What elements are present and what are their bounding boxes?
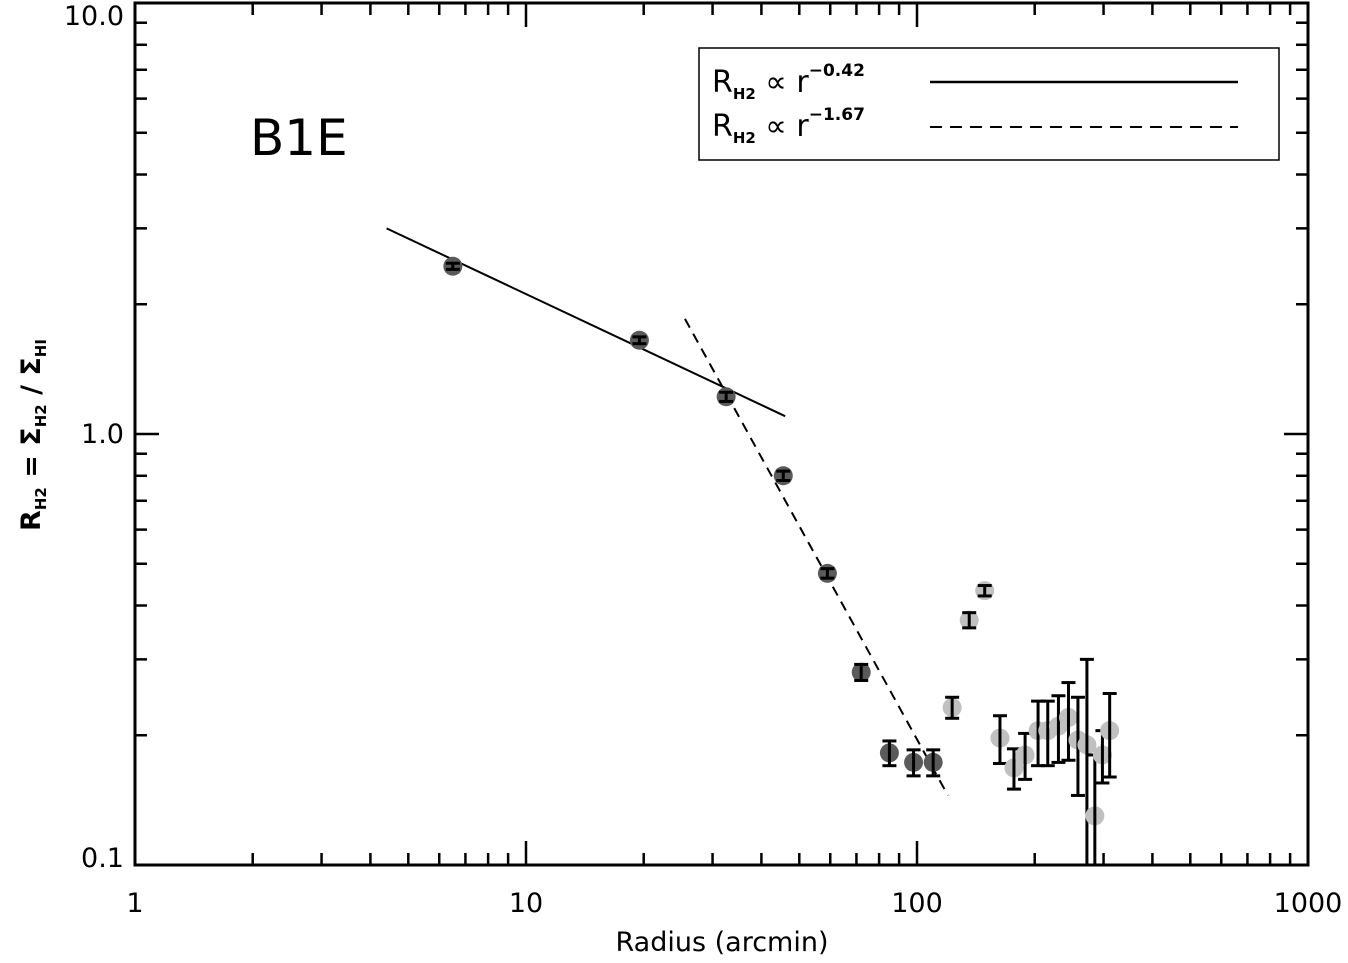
data-point xyxy=(879,739,899,768)
data-point xyxy=(773,466,793,486)
data-point xyxy=(942,695,962,720)
legend-entry-dashed: RH2 ∝ r−1.67 xyxy=(712,105,865,147)
data-point xyxy=(990,714,1010,765)
plot-frame xyxy=(133,1,1310,867)
x-tick-labels: 1 10 100 1000 xyxy=(126,888,1342,919)
data-point xyxy=(904,748,924,778)
legend: RH2 ∝ r−0.42 RH2 ∝ r−1.67 xyxy=(698,47,1280,161)
y-axis-title-eq: = Σ xyxy=(16,427,47,487)
data-point xyxy=(1015,731,1035,781)
y-tick-label: 10.0 xyxy=(64,1,124,32)
data-point xyxy=(851,662,871,682)
data-point xyxy=(975,581,995,601)
panel-label: B1E xyxy=(250,109,348,167)
axes-ticks xyxy=(133,3,1308,867)
data-point xyxy=(817,563,837,583)
y-tick-label: 0.1 xyxy=(81,843,124,874)
legend-entry-solid: RH2 ∝ r−0.42 xyxy=(712,61,865,103)
data-point xyxy=(1100,691,1120,779)
x-tick-label: 1000 xyxy=(1274,888,1343,919)
y-axis-title-sub1: H2 xyxy=(32,487,50,510)
y-tick-labels: 0.1 1.0 10.0 xyxy=(64,1,124,874)
y-axis-title: RH2 = ΣH2 / ΣHI xyxy=(16,339,50,531)
data-point xyxy=(923,748,943,778)
data-point xyxy=(1048,694,1068,764)
y-axis-title-sub3: HI xyxy=(32,339,50,357)
x-tick-label: 1 xyxy=(126,888,143,919)
data-point xyxy=(716,387,736,407)
data-point xyxy=(629,330,649,350)
fit-lines xyxy=(386,227,949,796)
data-point xyxy=(959,610,979,630)
y-axis-title-r: R xyxy=(16,510,47,531)
y-axis-title-sub2: H2 xyxy=(32,404,50,427)
legend-box xyxy=(698,47,1280,161)
y-tick-label: 1.0 xyxy=(81,419,124,450)
data-point xyxy=(1058,681,1078,762)
y-axis-title-slash: / Σ xyxy=(16,357,47,404)
x-axis-title: Radius (arcmin) xyxy=(616,927,829,958)
x-tick-label: 100 xyxy=(891,888,943,919)
data-point xyxy=(443,256,463,276)
x-tick-label: 10 xyxy=(509,888,543,919)
data-points xyxy=(443,256,1120,865)
